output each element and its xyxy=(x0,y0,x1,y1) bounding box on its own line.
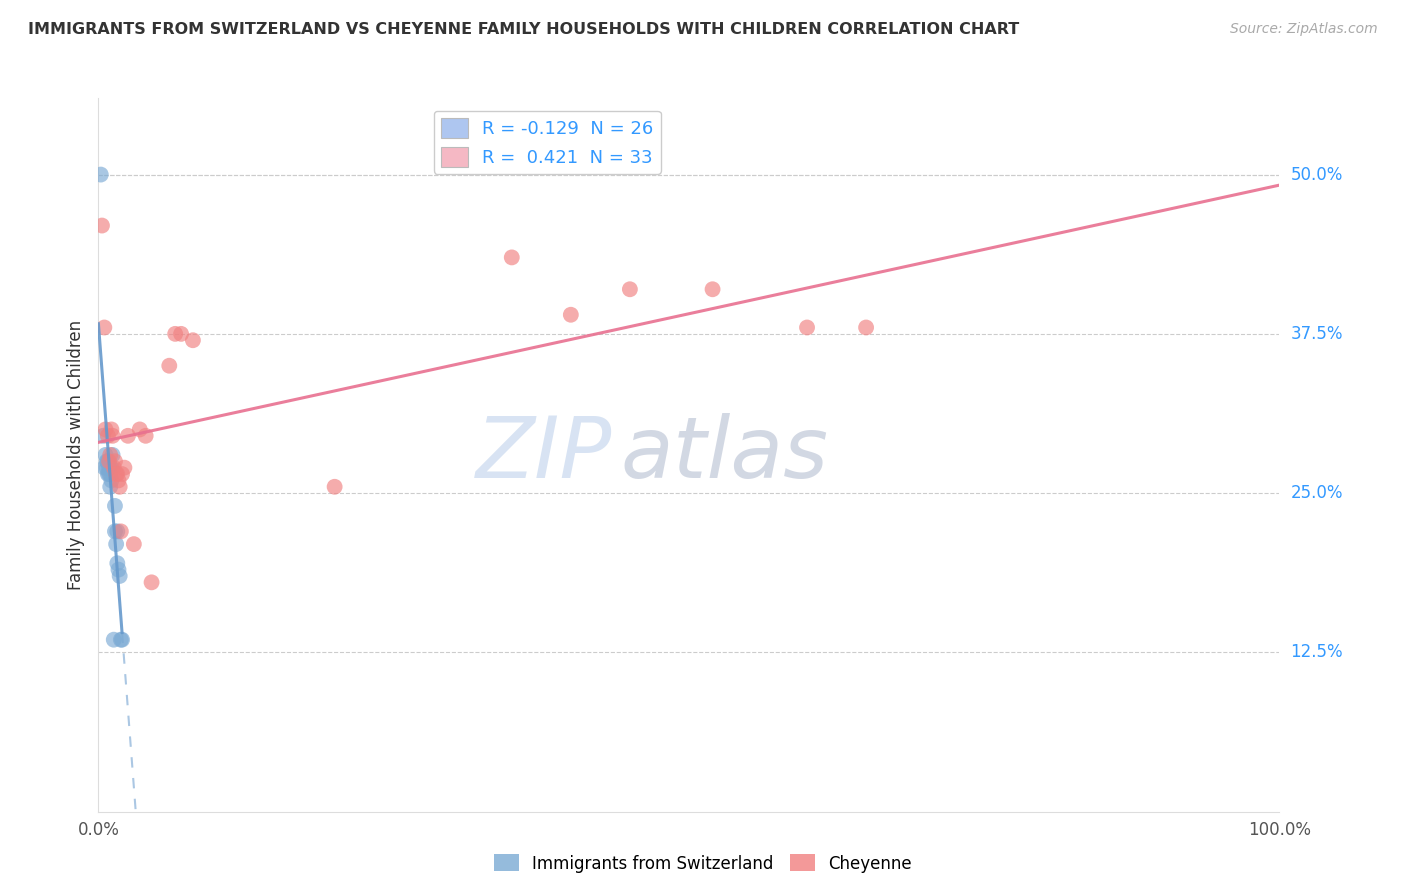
Point xyxy=(165,326,187,341)
Point xyxy=(100,422,122,436)
Text: 12.5%: 12.5% xyxy=(1291,643,1343,662)
Point xyxy=(94,422,117,436)
Point xyxy=(501,251,523,265)
Point xyxy=(103,460,125,475)
Y-axis label: Family Households with Children: Family Households with Children xyxy=(66,320,84,590)
Point xyxy=(135,429,157,443)
Point xyxy=(100,474,122,488)
Point xyxy=(101,448,124,462)
Point xyxy=(105,467,128,481)
Point xyxy=(98,460,121,475)
Point xyxy=(96,454,118,468)
Point xyxy=(117,429,139,443)
Point xyxy=(157,359,180,373)
Point xyxy=(108,480,131,494)
Text: IMMIGRANTS FROM SWITZERLAND VS CHEYENNE FAMILY HOUSEHOLDS WITH CHILDREN CORRELAT: IMMIGRANTS FROM SWITZERLAND VS CHEYENNE … xyxy=(28,22,1019,37)
Point xyxy=(122,537,145,551)
Point xyxy=(111,632,134,647)
Point xyxy=(702,282,724,296)
Point xyxy=(98,448,121,462)
Point xyxy=(97,467,120,481)
Point xyxy=(560,308,582,322)
Point xyxy=(98,454,121,468)
Point xyxy=(98,467,121,481)
Point xyxy=(105,556,128,570)
Text: atlas: atlas xyxy=(620,413,828,497)
Point xyxy=(101,429,124,443)
Point xyxy=(100,460,122,475)
Point xyxy=(108,569,131,583)
Text: Source: ZipAtlas.com: Source: ZipAtlas.com xyxy=(1230,22,1378,37)
Point xyxy=(110,524,132,539)
Point xyxy=(105,467,128,481)
Point xyxy=(107,474,129,488)
Point xyxy=(181,333,204,347)
Point xyxy=(111,467,134,481)
Point xyxy=(107,563,129,577)
Point xyxy=(796,320,818,334)
Legend: R = -0.129  N = 26, R =  0.421  N = 33: R = -0.129 N = 26, R = 0.421 N = 33 xyxy=(433,111,661,174)
Point xyxy=(96,460,118,475)
Text: 37.5%: 37.5% xyxy=(1291,325,1343,343)
Point xyxy=(128,422,150,436)
Point xyxy=(170,326,193,341)
Point xyxy=(91,429,114,443)
Point xyxy=(110,632,132,647)
Point xyxy=(323,480,346,494)
Point xyxy=(98,460,121,475)
Point xyxy=(97,454,120,468)
Text: 25.0%: 25.0% xyxy=(1291,484,1343,502)
Point xyxy=(97,429,120,443)
Point xyxy=(98,480,121,494)
Point xyxy=(112,460,135,475)
Legend: Immigrants from Switzerland, Cheyenne: Immigrants from Switzerland, Cheyenne xyxy=(486,847,920,880)
Point xyxy=(90,168,112,182)
Point xyxy=(104,499,127,513)
Point xyxy=(91,219,114,233)
Point xyxy=(141,575,163,590)
Point xyxy=(104,454,127,468)
Point xyxy=(98,467,121,481)
Point xyxy=(94,448,117,462)
Point xyxy=(93,460,115,475)
Point xyxy=(104,524,127,539)
Point xyxy=(619,282,641,296)
Text: 50.0%: 50.0% xyxy=(1291,166,1343,184)
Text: ZIP: ZIP xyxy=(475,413,612,497)
Point xyxy=(103,632,125,647)
Point xyxy=(105,524,128,539)
Point xyxy=(105,537,128,551)
Point xyxy=(855,320,877,334)
Point xyxy=(93,320,115,334)
